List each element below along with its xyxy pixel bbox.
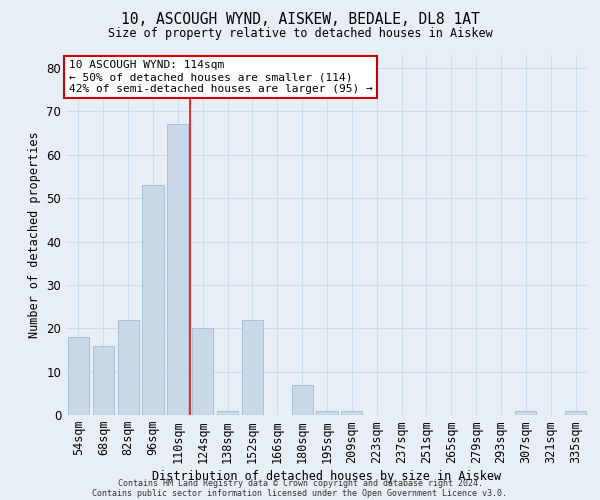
Y-axis label: Number of detached properties: Number of detached properties — [28, 132, 41, 338]
Bar — [167, 124, 188, 415]
Bar — [192, 328, 213, 415]
Bar — [118, 320, 139, 415]
Text: Contains public sector information licensed under the Open Government Licence v3: Contains public sector information licen… — [92, 488, 508, 498]
Text: Contains HM Land Registry data © Crown copyright and database right 2024.: Contains HM Land Registry data © Crown c… — [118, 478, 482, 488]
Bar — [68, 337, 89, 415]
Text: Size of property relative to detached houses in Aiskew: Size of property relative to detached ho… — [107, 28, 493, 40]
Bar — [292, 384, 313, 415]
Bar — [565, 410, 586, 415]
Bar — [242, 320, 263, 415]
Bar — [316, 410, 338, 415]
Text: 10, ASCOUGH WYND, AISKEW, BEDALE, DL8 1AT: 10, ASCOUGH WYND, AISKEW, BEDALE, DL8 1A… — [121, 12, 479, 28]
Bar — [217, 410, 238, 415]
Bar — [515, 410, 536, 415]
Bar — [341, 410, 362, 415]
Bar — [142, 185, 164, 415]
Text: 10 ASCOUGH WYND: 114sqm
← 50% of detached houses are smaller (114)
42% of semi-d: 10 ASCOUGH WYND: 114sqm ← 50% of detache… — [68, 60, 373, 94]
Bar — [93, 346, 114, 415]
X-axis label: Distribution of detached houses by size in Aiskew: Distribution of detached houses by size … — [152, 470, 502, 482]
